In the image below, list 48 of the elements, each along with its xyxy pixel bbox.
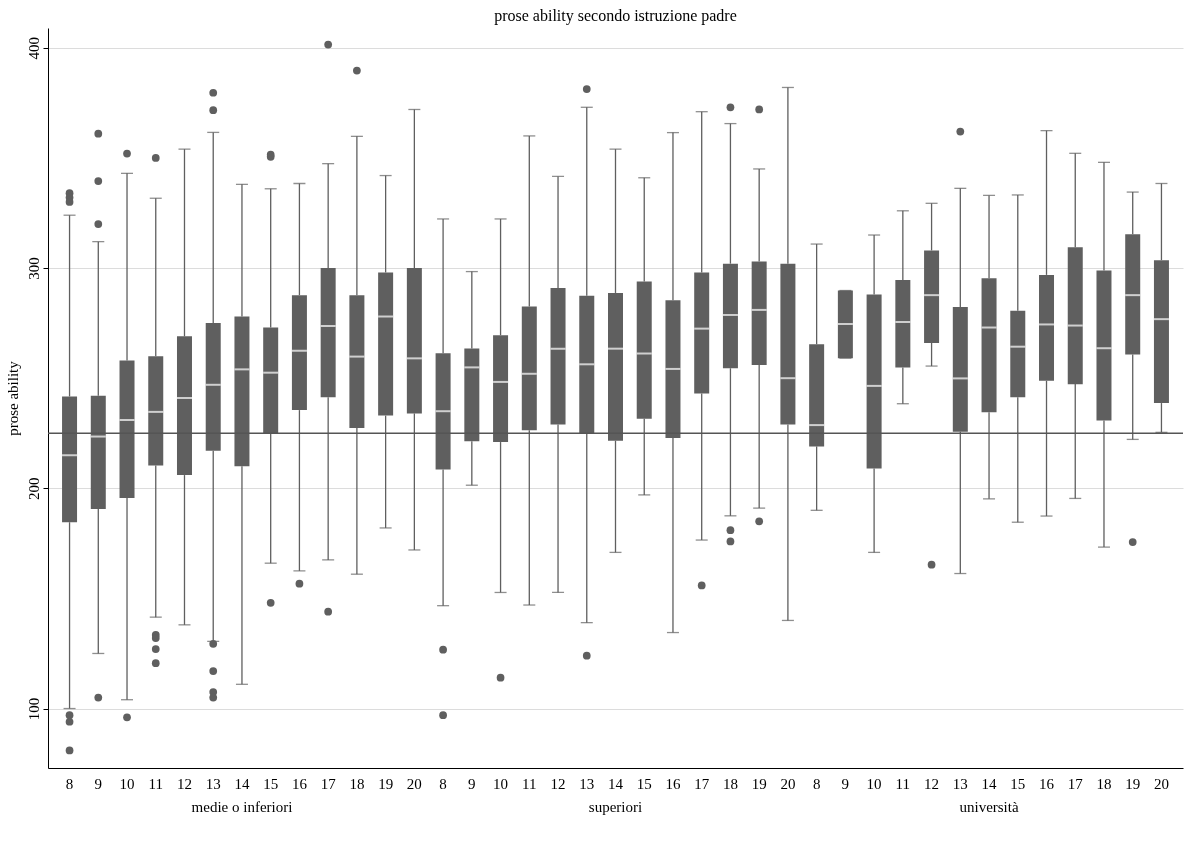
x-tick-label: 12 (924, 775, 940, 792)
x-tick-label: 16 (1039, 775, 1055, 792)
x-tick-label: 8 (65, 775, 74, 792)
text: superiori (588, 799, 643, 815)
x-tick-label: 14 (608, 775, 624, 792)
text: medie o inferiori (191, 799, 293, 815)
x-tick-label: 9 (94, 775, 103, 792)
y-tick-label: 400 (25, 37, 42, 60)
x-tick-label: 14 (981, 775, 998, 792)
x-tick-label: 11 (895, 775, 911, 792)
x-tick-label: 17 (320, 775, 337, 792)
x-tick-label: 14 (234, 775, 250, 792)
x-tick-label: 16 (665, 775, 681, 792)
x-tick-label: 12 (550, 775, 566, 792)
x-tick-label: 10 (866, 775, 882, 792)
x-tick-label: 20 (406, 775, 422, 792)
x-tick-label: 15 (636, 775, 652, 792)
x-tick-label: 19 (751, 775, 767, 792)
x-tick-label: 18 (349, 775, 365, 792)
y-tick-label: 200 (25, 477, 42, 501)
x-tick-label: 17 (1067, 775, 1084, 792)
x-tick-label: 8 (812, 775, 821, 792)
text: università (959, 799, 1019, 815)
x-tick-label: 17 (694, 775, 710, 792)
x-tick-label: 19 (1125, 775, 1141, 792)
y-axis-title: prose ability (4, 360, 21, 436)
x-tick-label: 9 (468, 775, 476, 792)
x-tick-label: 18 (1096, 775, 1112, 792)
x-tick-label: 18 (722, 775, 738, 792)
x-tick-label: 15 (1010, 775, 1026, 792)
x-tick-label: 15 (263, 775, 279, 792)
x-tick-label: 13 (952, 775, 968, 792)
x-tick-label: 11 (522, 775, 537, 792)
x-tick-label: 20 (780, 775, 796, 792)
x-tick-label: 12 (176, 775, 192, 792)
x-tick-label: 10 (493, 775, 509, 792)
chart-title: prose ability secondo istruzione padre (494, 7, 737, 25)
y-tick-label: 300 (25, 257, 42, 280)
x-tick-label: 11 (148, 775, 163, 792)
x-tick-label: 13 (579, 775, 595, 792)
y-tick-label: 100 (25, 697, 42, 721)
x-tick-label: 19 (378, 775, 394, 792)
x-tick-label: 20 (1153, 775, 1169, 792)
x-tick-label: 8 (439, 775, 447, 792)
x-tick-label: 10 (119, 775, 135, 792)
x-tick-label: 9 (841, 775, 850, 792)
x-tick-label: 13 (205, 775, 221, 792)
x-tick-label: 16 (291, 775, 308, 792)
